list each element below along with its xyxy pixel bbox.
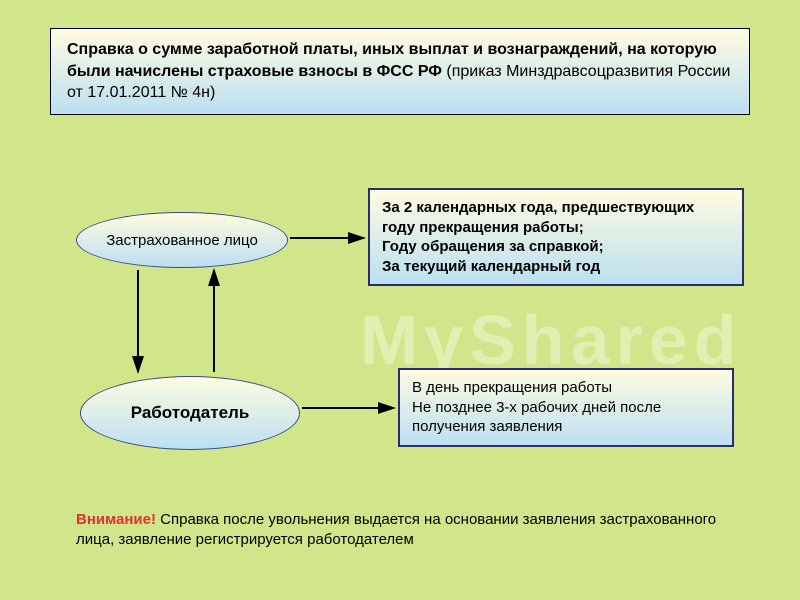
diagram-canvas: MyShared Справка о сумме заработной плат…	[0, 0, 800, 600]
node-insured-person: Застрахованное лицо	[76, 212, 288, 268]
title-box: Справка о сумме заработной платы, иных в…	[50, 28, 750, 115]
info-box-periods-text: За 2 календарных года, предшествующих го…	[382, 199, 694, 275]
info-box-deadline: В день прекращения работы Не позднее 3-х…	[398, 368, 734, 447]
info-box-deadline-text: В день прекращения работы Не позднее 3-х…	[412, 379, 661, 435]
footer-body-text: Справка после увольнения выдается на осн…	[76, 511, 716, 548]
info-box-periods: За 2 календарных года, предшествующих го…	[368, 188, 744, 286]
node-insured-label: Застрахованное лицо	[106, 232, 258, 249]
node-employer-label: Работодатель	[131, 403, 250, 423]
node-employer: Работодатель	[80, 376, 300, 450]
footer-note: Внимание! Справка после увольнения выдае…	[76, 510, 736, 551]
footer-attention-label: Внимание!	[76, 511, 156, 528]
